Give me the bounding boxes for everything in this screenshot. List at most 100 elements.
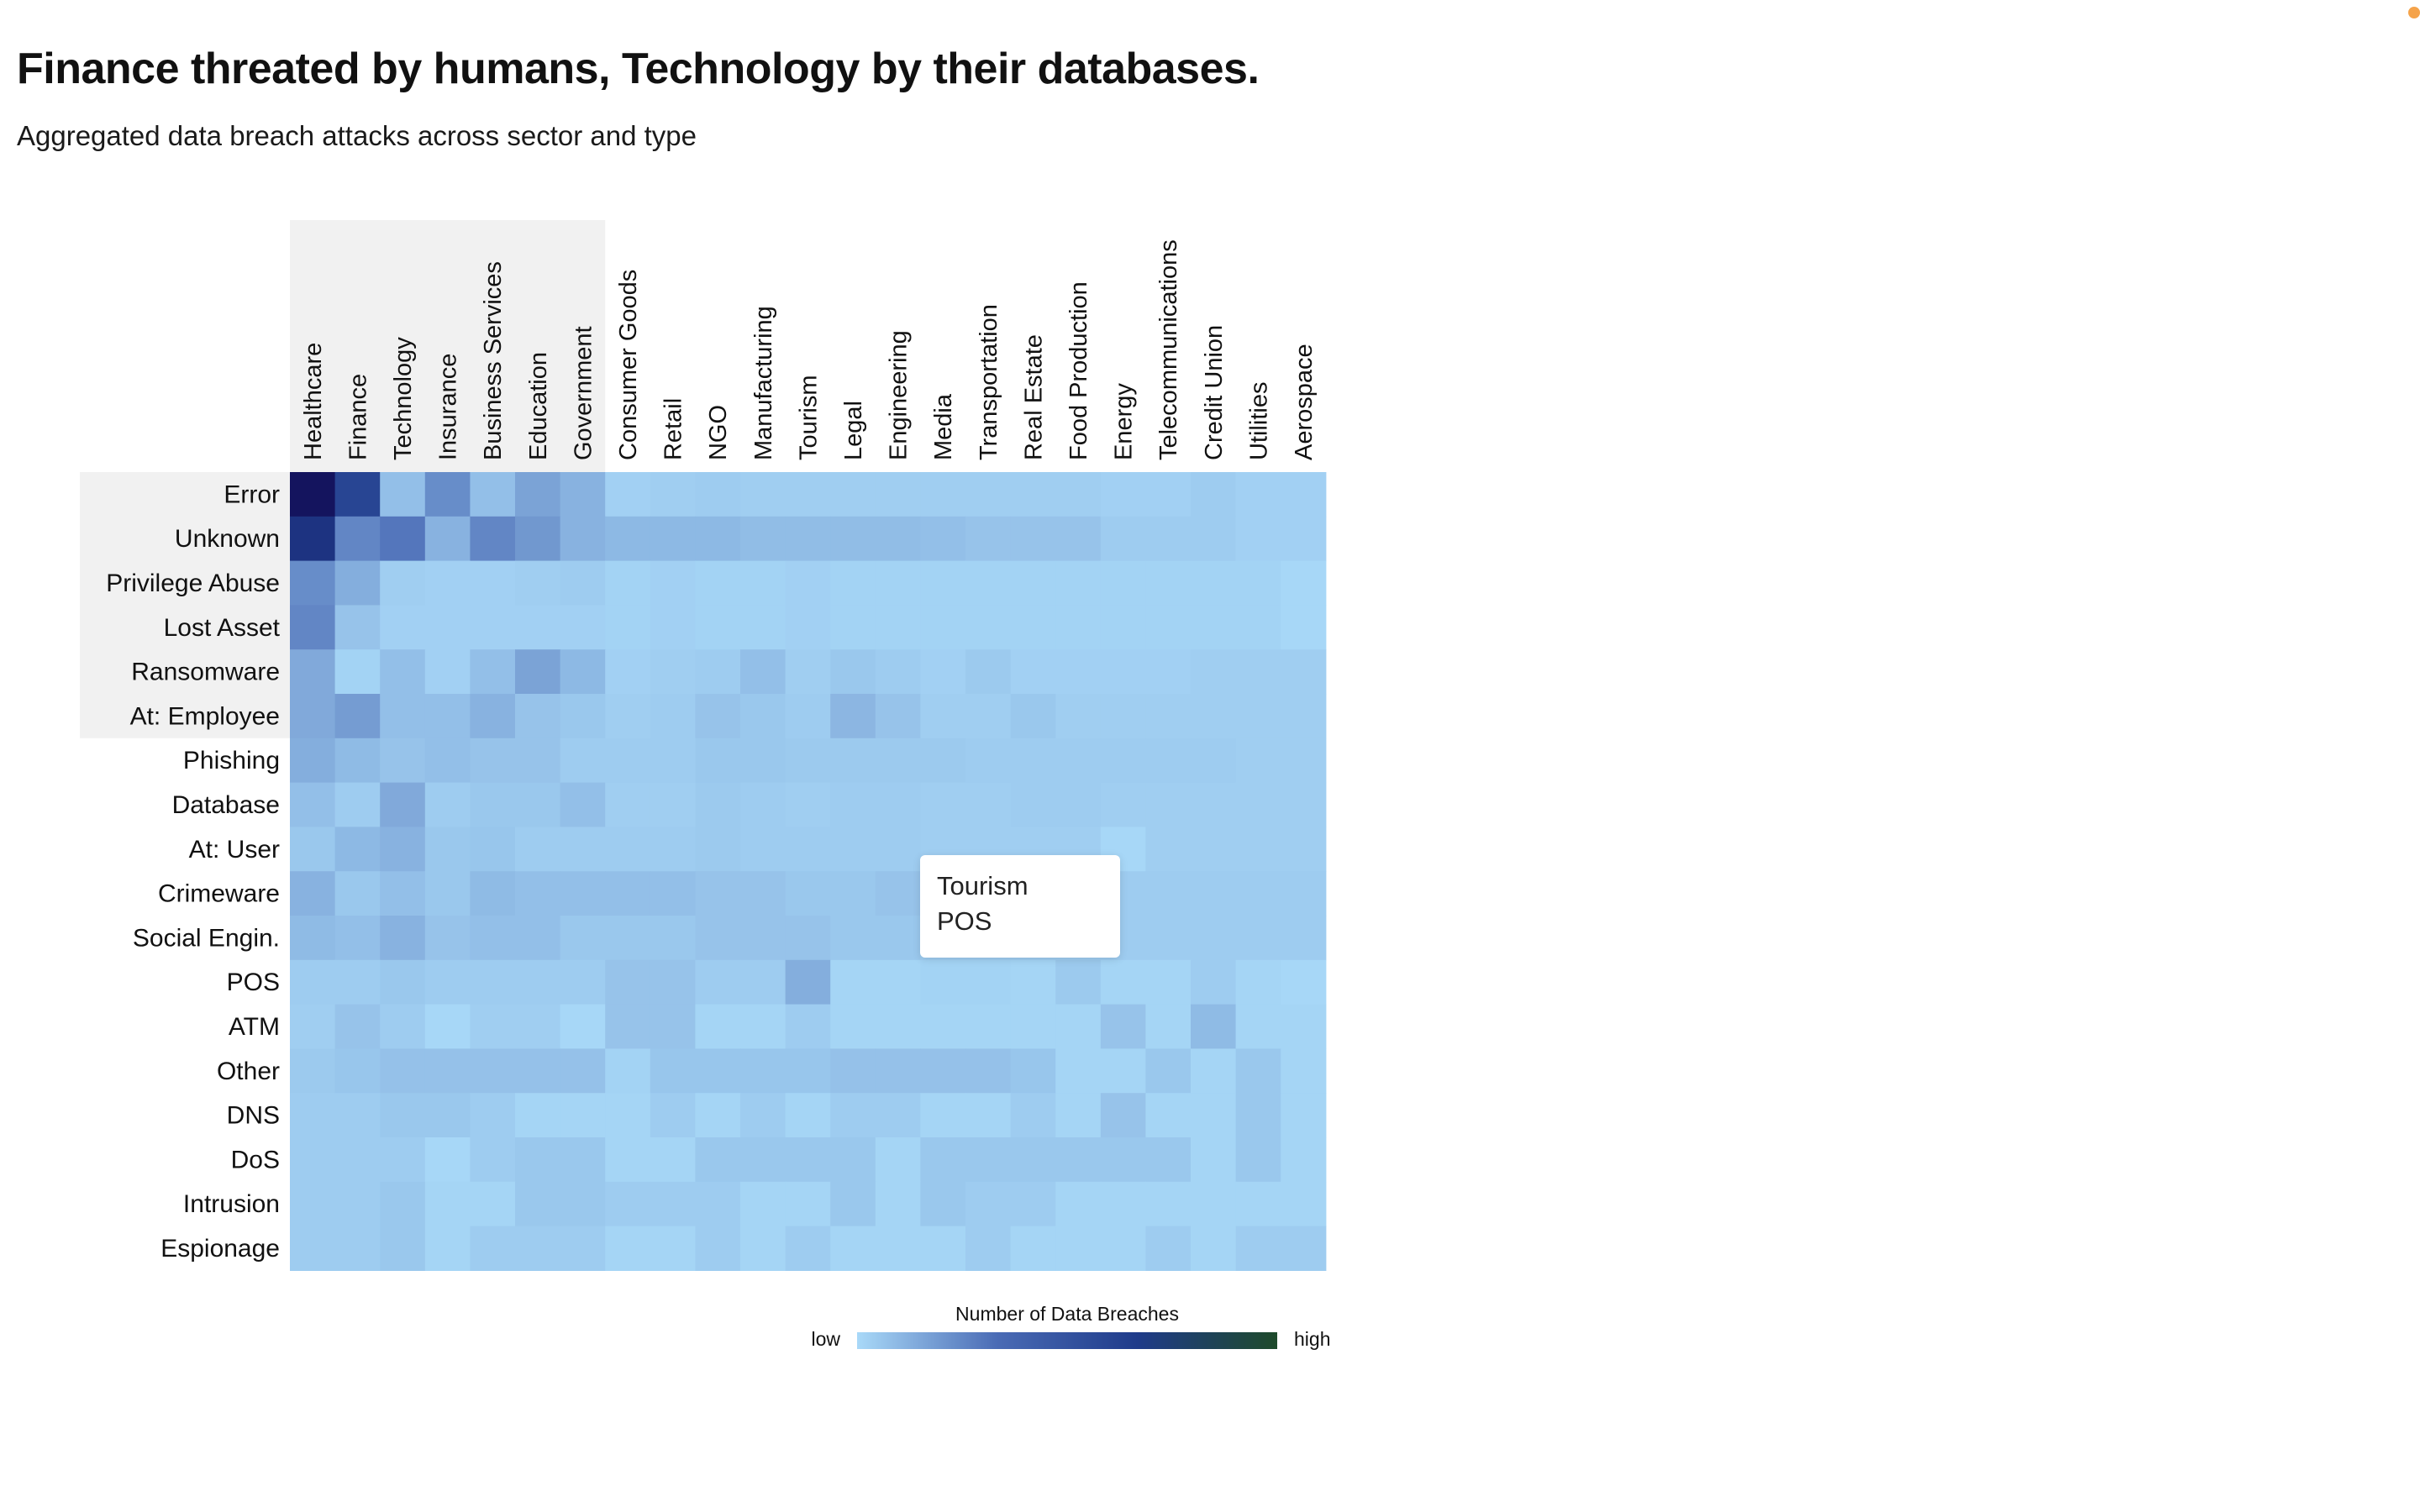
heatmap-cell[interactable] [695,605,741,650]
heatmap-cell[interactable] [965,1048,1012,1094]
heatmap-cell[interactable] [740,916,786,961]
heatmap-cell[interactable] [605,916,651,961]
heatmap-cell[interactable] [334,472,381,517]
heatmap-cell[interactable] [470,827,516,872]
heatmap-cell[interactable] [380,738,426,784]
heatmap-cell[interactable] [334,959,381,1005]
heatmap-cell[interactable] [740,649,786,695]
heatmap-cell[interactable] [560,1048,606,1094]
heatmap-cell[interactable] [650,1226,696,1271]
heatmap-cell[interactable] [470,782,516,827]
heatmap-cell[interactable] [424,694,471,739]
heatmap-cell[interactable] [1010,1048,1056,1094]
heatmap-cell[interactable] [650,738,696,784]
heatmap-cell[interactable] [470,694,516,739]
heatmap-cell[interactable] [334,827,381,872]
heatmap-cell[interactable] [920,472,966,517]
heatmap-cell[interactable] [830,694,876,739]
heatmap-cell[interactable] [290,738,336,784]
heatmap-cell[interactable] [1281,1004,1327,1049]
heatmap-cell[interactable] [965,694,1012,739]
heatmap-cell[interactable] [740,959,786,1005]
heatmap-cell[interactable] [515,472,561,517]
heatmap-cell[interactable] [515,959,561,1005]
heatmap-cell[interactable] [1100,738,1146,784]
heatmap-cell[interactable] [1145,1137,1192,1183]
heatmap-cell[interactable] [1281,694,1327,739]
heatmap-cell[interactable] [1191,560,1237,606]
heatmap-cell[interactable] [290,1181,336,1227]
heatmap-cell[interactable] [560,871,606,916]
heatmap-cell[interactable] [380,694,426,739]
heatmap-cell[interactable] [1281,782,1327,827]
heatmap-cell[interactable] [470,871,516,916]
heatmap-cell[interactable] [650,560,696,606]
heatmap-cell[interactable] [920,1137,966,1183]
heatmap-cell[interactable] [380,1137,426,1183]
heatmap-cell[interactable] [1010,649,1056,695]
heatmap-cell[interactable] [424,827,471,872]
heatmap-cell[interactable] [334,738,381,784]
heatmap-cell[interactable] [695,1181,741,1227]
heatmap-cell[interactable] [424,560,471,606]
heatmap-cell[interactable] [1281,871,1327,916]
heatmap-cell[interactable] [1145,916,1192,961]
heatmap-cell[interactable] [380,871,426,916]
heatmap-cell[interactable] [740,1137,786,1183]
heatmap-cell[interactable] [650,827,696,872]
heatmap-cell[interactable] [920,1093,966,1138]
heatmap-cell[interactable] [695,1004,741,1049]
heatmap-cell[interactable] [560,1181,606,1227]
heatmap-cell[interactable] [920,959,966,1005]
heatmap-cell[interactable] [380,605,426,650]
heatmap-cell[interactable] [515,1048,561,1094]
heatmap-cell[interactable] [605,605,651,650]
heatmap-cell[interactable] [560,827,606,872]
heatmap-cell[interactable] [470,959,516,1005]
heatmap-cell[interactable] [334,1048,381,1094]
heatmap-cell[interactable] [1145,516,1192,562]
heatmap-cell[interactable] [740,1226,786,1271]
heatmap-cell[interactable] [515,871,561,916]
heatmap-cell[interactable] [695,738,741,784]
heatmap-cell[interactable] [785,1093,831,1138]
heatmap-cell[interactable] [785,1048,831,1094]
heatmap-cell[interactable] [1191,605,1237,650]
heatmap-cell[interactable] [785,472,831,517]
heatmap-cell[interactable] [605,871,651,916]
heatmap-cell[interactable] [920,649,966,695]
heatmap-cell[interactable] [470,1004,516,1049]
heatmap-cell[interactable] [1191,827,1237,872]
heatmap-cell[interactable] [650,916,696,961]
heatmap-cell[interactable] [695,871,741,916]
heatmap-cell[interactable] [334,694,381,739]
heatmap-cell[interactable] [1100,1004,1146,1049]
heatmap-cell[interactable] [875,1093,921,1138]
heatmap-cell[interactable] [470,1181,516,1227]
heatmap-cell[interactable] [1281,1137,1327,1183]
heatmap-cell[interactable] [515,516,561,562]
heatmap-cell[interactable] [1191,1004,1237,1049]
heatmap-cell[interactable] [785,1004,831,1049]
heatmap-cell[interactable] [875,1137,921,1183]
heatmap-cell[interactable] [605,649,651,695]
heatmap-cell[interactable] [560,959,606,1005]
heatmap-cell[interactable] [424,649,471,695]
heatmap-cell[interactable] [785,959,831,1005]
heatmap-cell[interactable] [875,782,921,827]
heatmap-cell[interactable] [1145,827,1192,872]
heatmap-cell[interactable] [1055,560,1102,606]
heatmap-cell[interactable] [515,738,561,784]
heatmap-cell[interactable] [920,738,966,784]
heatmap-cell[interactable] [1281,560,1327,606]
heatmap-cell[interactable] [380,916,426,961]
heatmap-cell[interactable] [605,1181,651,1227]
heatmap-cell[interactable] [1100,1048,1146,1094]
heatmap-cell[interactable] [965,959,1012,1005]
heatmap-cell[interactable] [650,959,696,1005]
heatmap-cell[interactable] [1145,1004,1192,1049]
heatmap-cell[interactable] [1281,1226,1327,1271]
heatmap-cell[interactable] [965,516,1012,562]
heatmap-cell[interactable] [965,738,1012,784]
heatmap-cell[interactable] [965,472,1012,517]
